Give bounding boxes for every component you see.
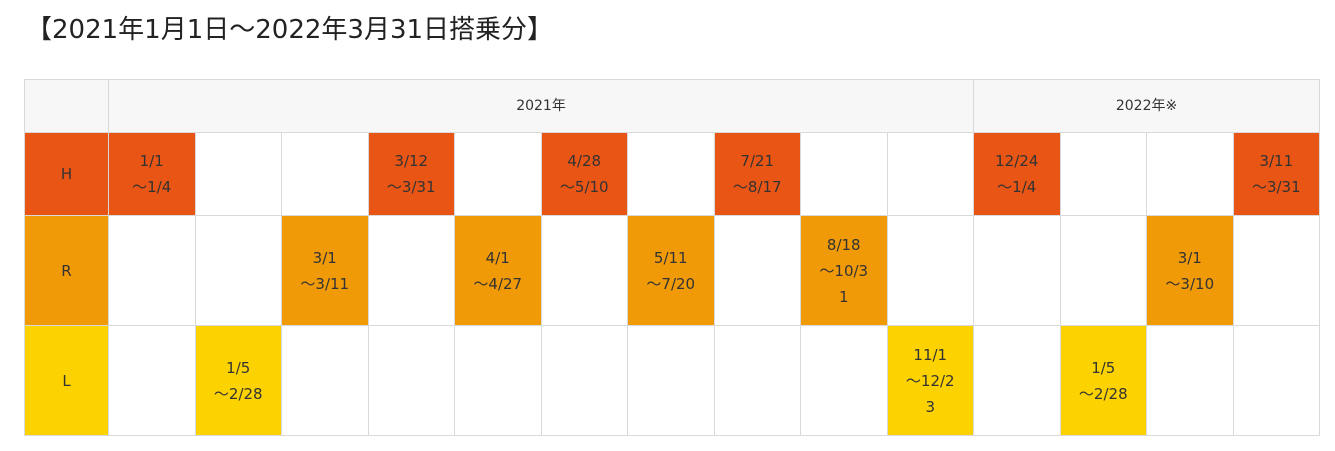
season-cell-h-5: [454, 132, 542, 216]
date-range-text: 1/5 〜2/28: [213, 358, 263, 403]
season-cell-h-10: [886, 132, 975, 216]
season-cell-r-5: 4/1 〜4/27: [454, 215, 542, 326]
season-cell-r-2: [194, 215, 282, 326]
season-cell-h-11: 12/24 〜1/4: [973, 132, 1061, 216]
season-cell-l-12: 1/5 〜2/28: [1059, 325, 1148, 436]
season-cell-r-11: [973, 215, 1061, 326]
season-cell-h-4: 3/12 〜3/31: [367, 132, 455, 216]
season-cell-h-2: [194, 132, 282, 216]
season-cell-r-10: [886, 215, 975, 326]
season-row-h: H 1/1 〜1/4 3/12 〜3/31 4/28 〜5/10 7/21 〜8…: [24, 132, 1321, 216]
date-range-text: 8/18 〜10/3 1: [819, 235, 869, 306]
season-label-h: H: [24, 132, 109, 216]
date-range-text: 5/11 〜7/20: [646, 248, 696, 293]
date-range-text: 3/1 〜3/10: [1165, 248, 1215, 293]
season-cell-h-6: 4/28 〜5/10: [540, 132, 628, 216]
season-label-r: R: [24, 215, 109, 326]
date-range-text: 1/5 〜2/28: [1078, 358, 1128, 403]
season-cell-r-14: [1232, 215, 1321, 326]
season-cell-l-8: [713, 325, 801, 436]
season-cell-r-9: 8/18 〜10/3 1: [800, 215, 888, 326]
season-cell-l-9: [800, 325, 888, 436]
season-cell-l-4: [367, 325, 455, 436]
season-cell-l-11: [973, 325, 1061, 436]
date-range-text: 1/1 〜1/4: [132, 152, 172, 196]
date-range-text: 7/21 〜8/17: [732, 152, 782, 196]
header-year-2021: 2021年: [107, 79, 975, 133]
season-cell-r-6: [540, 215, 628, 326]
season-row-l: L 1/5 〜2/28 11/1 〜12/2 3 1/5 〜2/28: [24, 325, 1321, 436]
header-corner-cell: [24, 79, 109, 133]
season-cell-h-7: [627, 132, 715, 216]
season-cell-l-3: [281, 325, 369, 436]
season-cell-l-1: [108, 325, 196, 436]
date-range-text: 3/11 〜3/31: [1251, 152, 1301, 196]
season-cell-h-3: [281, 132, 369, 216]
season-cell-r-1: [108, 215, 196, 326]
year-header-row: 2021年 2022年※: [24, 79, 1321, 133]
season-cell-h-14: 3/11 〜3/31: [1232, 132, 1321, 216]
season-cell-l-7: [627, 325, 715, 436]
season-cell-r-3: 3/1 〜3/11: [281, 215, 369, 326]
season-cell-l-2: 1/5 〜2/28: [194, 325, 282, 436]
header-year-2022: 2022年※: [973, 79, 1321, 133]
season-cell-h-13: [1146, 132, 1234, 216]
page-title: 【2021年1月1日〜2022年3月31日搭乗分】: [26, 15, 554, 45]
season-cell-h-12: [1059, 132, 1148, 216]
date-range-text: 3/1 〜3/11: [300, 248, 350, 293]
season-cell-h-1: 1/1 〜1/4: [108, 132, 196, 216]
date-range-text: 4/1 〜4/27: [473, 248, 523, 293]
season-cell-l-10: 11/1 〜12/2 3: [886, 325, 975, 436]
season-row-r: R 3/1 〜3/11 4/1 〜4/27 5/11 〜7/20 8/18 〜1…: [24, 215, 1321, 326]
season-cell-r-13: 3/1 〜3/10: [1146, 215, 1234, 326]
season-cell-h-9: [800, 132, 888, 216]
season-cell-r-12: [1059, 215, 1148, 326]
date-range-text: 12/24 〜1/4: [995, 152, 1039, 196]
season-cell-r-4: [367, 215, 455, 326]
date-range-text: 11/1 〜12/2 3: [905, 345, 955, 416]
season-cell-l-5: [454, 325, 542, 436]
season-label-l: L: [24, 325, 109, 436]
season-cell-r-7: 5/11 〜7/20: [627, 215, 715, 326]
season-cell-l-14: [1232, 325, 1321, 436]
season-cell-r-8: [713, 215, 801, 326]
date-range-text: 3/12 〜3/31: [386, 152, 436, 196]
date-range-text: 4/28 〜5/10: [559, 152, 609, 196]
season-calendar-table: 2021年 2022年※ H 1/1 〜1/4 3/12 〜3/31 4/28 …: [24, 79, 1321, 436]
season-cell-l-13: [1146, 325, 1234, 436]
season-cell-l-6: [540, 325, 628, 436]
season-cell-h-8: 7/21 〜8/17: [713, 132, 801, 216]
